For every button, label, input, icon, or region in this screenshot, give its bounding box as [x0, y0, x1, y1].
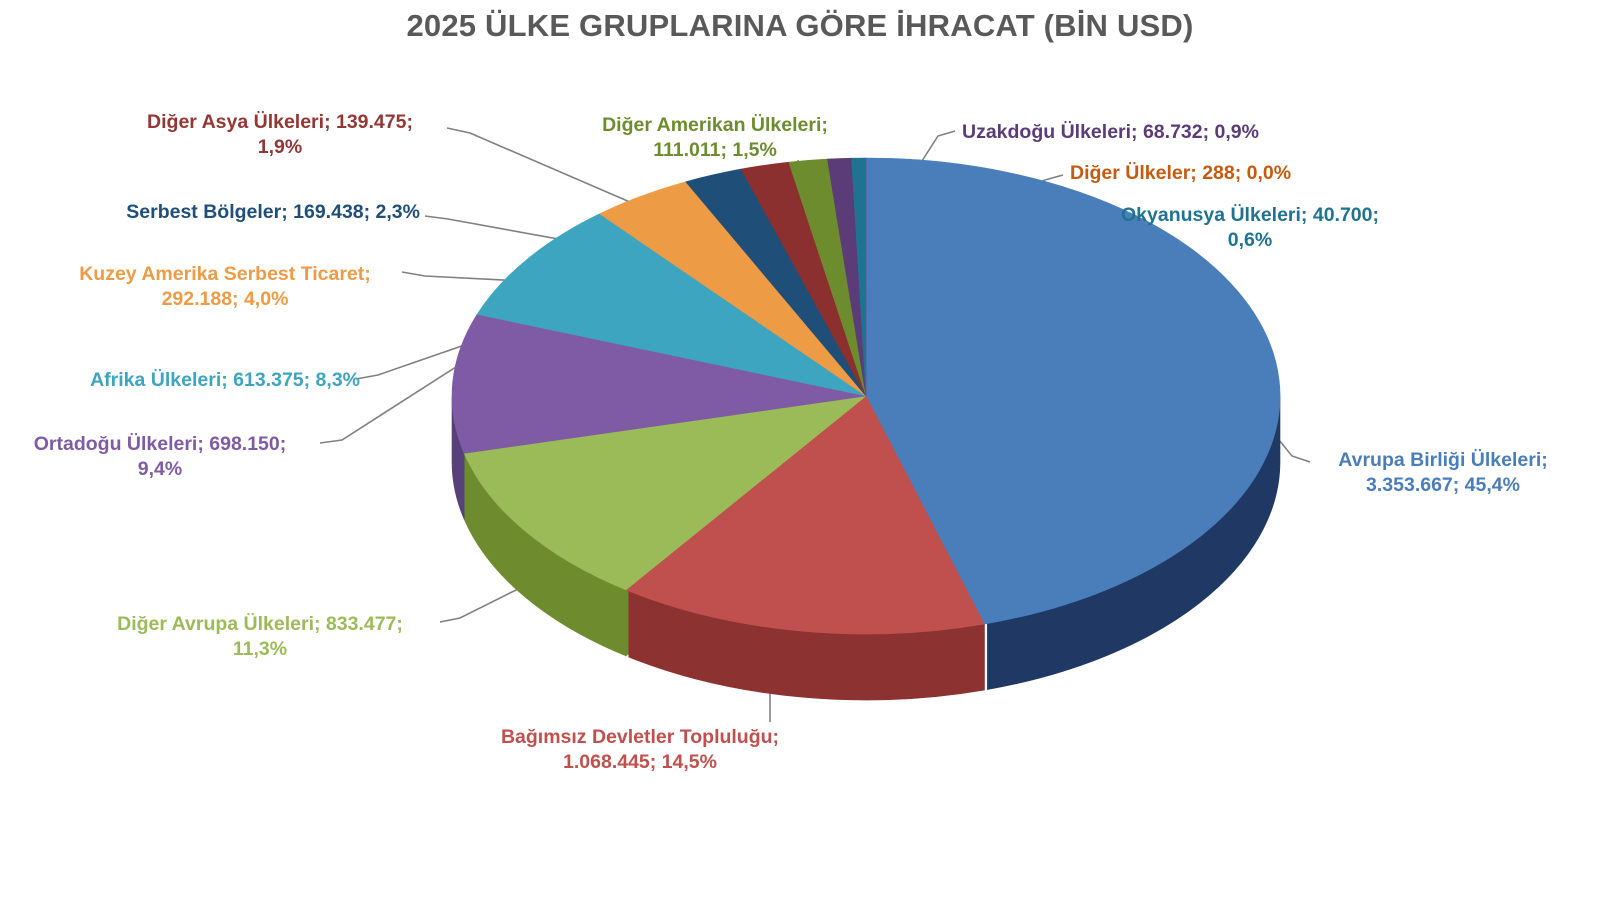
label-ortadogu: Ortadoğu Ülkeleri; 698.150; 9,4% — [33, 433, 287, 480]
label-diger-asya: Diğer Asya Ülkeleri; 139.475; 1,9% — [147, 111, 413, 158]
pie-slice-top-3 — [451, 313, 867, 454]
leader-line-4 — [319, 348, 485, 444]
leader-line-5 — [439, 587, 521, 623]
pie-slice-top-1 — [625, 395, 985, 635]
label-uzakdogu: Uzakdoğu Ülkeleri; 68.732; 0,9% — [962, 121, 1259, 143]
label-bdt: Bağımsız Devletler Topluluğu; 1.068.445;… — [500, 726, 780, 773]
label-serbest-bolgeler: Serbest Bölgeler; 169.438; 2,3% — [126, 201, 420, 223]
pie-slice-top-4 — [476, 213, 867, 397]
pie-slice-top-0 — [865, 157, 1281, 625]
chart-title: 2025 ÜLKE GRUPLARINA GÖRE İHRACAT (BİN U… — [406, 8, 1194, 43]
label-okyanusya: Okyanusya Ülkeleri; 40.700; 0,6% — [1121, 204, 1379, 251]
label-avrupa-birligi: Avrupa Birliği Ülkeleri; 3.353.667; 45,4… — [1338, 449, 1548, 496]
label-diger-ulkeler: Diğer Ülkeler; 288; 0,0% — [1070, 162, 1292, 184]
label-diger-amerikan: Diğer Amerikan Ülkeleri; 111.011; 1,5% — [602, 114, 828, 161]
pie-slice-top-2 — [463, 395, 868, 591]
label-diger-avrupa: Diğer Avrupa Ülkeleri; 833.477; 11,3% — [117, 613, 403, 660]
label-kuzey-amerika: Kuzey Amerika Serbest Ticaret; 292.188; … — [79, 263, 371, 310]
label-afrika: Afrika Ülkeleri; 613.375; 8,3% — [90, 369, 360, 391]
pie-top-faces-group — [451, 157, 1281, 635]
